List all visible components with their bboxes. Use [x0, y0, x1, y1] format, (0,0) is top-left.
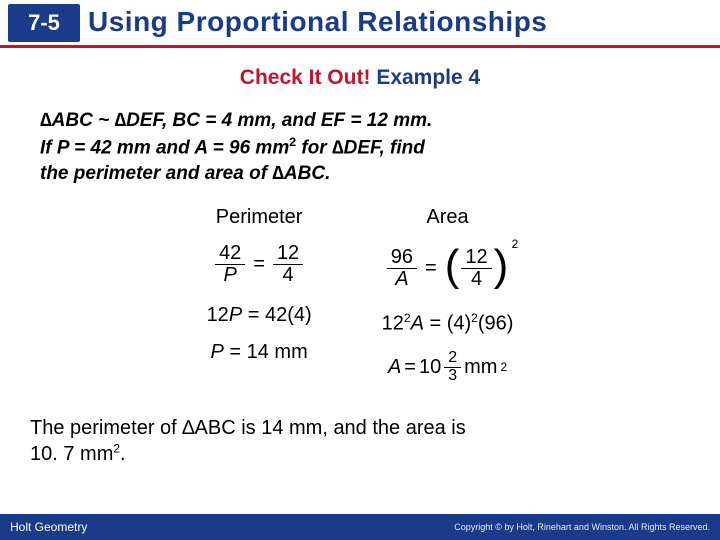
perimeter-result: P = 14 mm [210, 341, 307, 364]
problem-statement: ∆ABC ~ ∆DEF, BC = 4 mm, and EF = 12 mm. … [40, 108, 680, 186]
lesson-title: Using Proportional Relationships [88, 6, 547, 38]
area-cross-multiply: 122A = (4)2(96) [382, 311, 514, 336]
conclusion-text: The perimeter of ∆ABC is 14 mm, and the … [30, 415, 690, 467]
perimeter-cross-multiply: 12P = 42(4) [207, 304, 312, 327]
perimeter-proportion: 42 P = 12 4 [215, 243, 303, 286]
squared-ratio: 12 4 2 [445, 243, 509, 293]
area-result: A = 10 2 3 mm2 [388, 350, 507, 385]
example-heading: Check It Out! Example 4 [0, 66, 720, 90]
section-number: 7-5 [8, 4, 80, 42]
problem-line-1: ∆ABC ~ ∆DEF, BC = 4 mm, and EF = 12 mm. [40, 108, 680, 134]
perimeter-column: Perimeter 42 P = 12 4 12P = 42(4) P = 14… [207, 206, 312, 398]
area-title: Area [426, 206, 468, 229]
area-column: Area 96 A = 12 4 2 122A = (4)2(96) A = 1… [382, 206, 514, 398]
example-number: Example 4 [376, 66, 480, 89]
area-proportion: 96 A = 12 4 2 [387, 243, 509, 293]
footer-brand: Holt Geometry [10, 520, 87, 534]
solution-columns: Perimeter 42 P = 12 4 12P = 42(4) P = 14… [0, 206, 720, 398]
header-bar: 7-5 Using Proportional Relationships [0, 0, 720, 48]
problem-line-2: If P = 42 mm and A = 96 mm2 for ∆DEF, fi… [40, 134, 680, 161]
footer-copyright: Copyright © by Holt, Rinehart and Winsto… [454, 522, 710, 532]
problem-line-3: the perimeter and area of ∆ABC. [40, 161, 680, 187]
perimeter-title: Perimeter [216, 206, 303, 229]
check-it-out-label: Check It Out! [240, 66, 371, 89]
footer-bar: Holt Geometry Copyright © by Holt, Rineh… [0, 514, 720, 540]
